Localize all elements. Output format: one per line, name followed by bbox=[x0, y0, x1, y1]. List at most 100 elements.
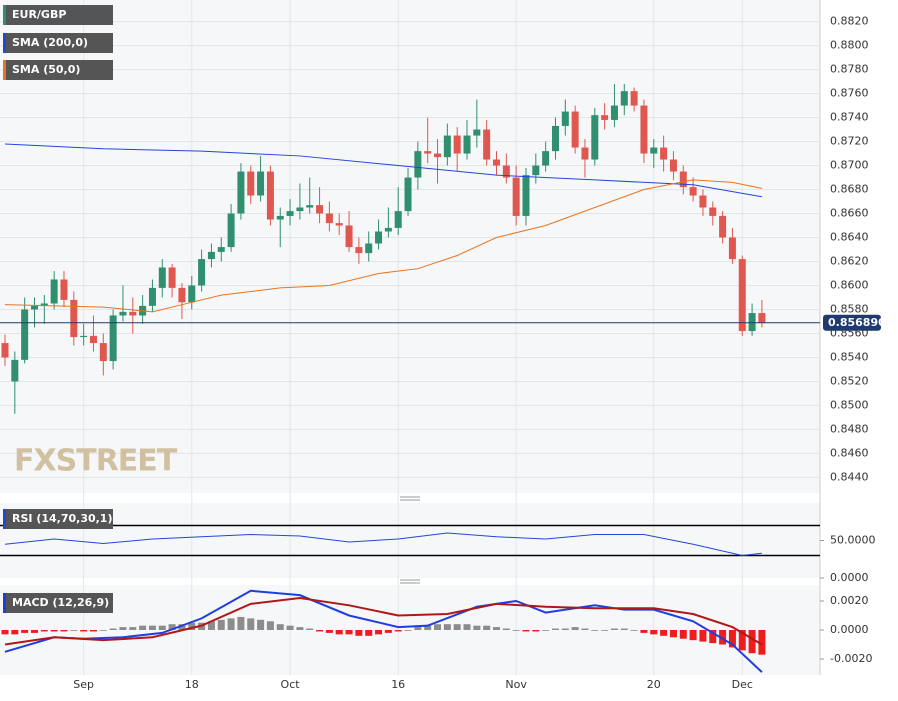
histogram-bar bbox=[542, 630, 550, 631]
histogram-bar bbox=[738, 630, 746, 651]
x-tick-label: Oct bbox=[281, 678, 301, 691]
candle-body bbox=[1, 343, 9, 358]
candle-body bbox=[286, 211, 294, 216]
y-tick-label: 0.8600 bbox=[830, 278, 869, 291]
candle-body bbox=[70, 299, 78, 338]
y-tick-label: 50.0000 bbox=[830, 534, 876, 547]
candle-body bbox=[601, 115, 609, 120]
candle-body bbox=[502, 165, 510, 178]
candle-body bbox=[463, 135, 471, 154]
y-tick-label: 0.8800 bbox=[830, 39, 869, 52]
candle-body bbox=[748, 313, 756, 332]
histogram-bar bbox=[493, 627, 500, 630]
candle-body bbox=[60, 279, 68, 300]
histogram-bar bbox=[581, 628, 589, 630]
candle-body bbox=[483, 129, 491, 160]
histogram-bar bbox=[11, 630, 19, 635]
candle-body bbox=[375, 231, 383, 244]
candle-body bbox=[40, 303, 48, 306]
histogram-bar bbox=[316, 630, 324, 632]
y-tick-label: 0.8760 bbox=[830, 87, 869, 100]
candle-body bbox=[443, 135, 451, 158]
legend-box bbox=[3, 60, 113, 80]
candle-body bbox=[709, 207, 717, 216]
line bbox=[4, 179, 763, 313]
legend-label: EUR/GBP bbox=[12, 8, 66, 21]
candle-body bbox=[365, 243, 373, 254]
y-tick-label: 0.8640 bbox=[830, 231, 869, 244]
candle-body bbox=[738, 259, 746, 332]
histogram-bar bbox=[247, 618, 255, 630]
candle-body bbox=[335, 223, 343, 226]
candle-body bbox=[434, 153, 442, 158]
histogram-bar bbox=[119, 627, 127, 630]
histogram-bar bbox=[178, 624, 186, 630]
histogram-bar bbox=[207, 621, 215, 630]
histogram-bar bbox=[748, 630, 756, 654]
histogram-bar bbox=[1, 630, 9, 635]
candle-body bbox=[89, 335, 97, 344]
candle-body bbox=[178, 287, 186, 303]
x-tick-label: Nov bbox=[505, 678, 527, 691]
y-tick-label: 0.8460 bbox=[830, 446, 869, 459]
histogram-bar bbox=[70, 630, 78, 631]
histogram-bar bbox=[237, 616, 245, 630]
y-tick-label: 0.0000 bbox=[830, 571, 869, 584]
x-tick-label: Dec bbox=[732, 678, 753, 691]
histogram-bar bbox=[512, 630, 520, 631]
candle-body bbox=[237, 171, 245, 214]
candle-body bbox=[640, 105, 648, 154]
last-price-label: 0.856890 bbox=[828, 316, 886, 329]
legend-swatch bbox=[3, 33, 6, 53]
candle-body bbox=[355, 247, 363, 254]
candle-body bbox=[453, 135, 461, 154]
rsi-panel bbox=[0, 503, 820, 578]
candle-body bbox=[119, 311, 127, 316]
main-panel bbox=[0, 0, 820, 493]
histogram-bar bbox=[306, 628, 314, 630]
histogram-bar bbox=[21, 630, 29, 633]
candle-body bbox=[404, 177, 412, 212]
histogram-bar bbox=[551, 628, 559, 630]
histogram-bar bbox=[375, 630, 383, 635]
histogram-bar bbox=[325, 630, 333, 633]
candle-body bbox=[296, 207, 304, 212]
last-price-box bbox=[823, 314, 881, 331]
histogram-bar bbox=[728, 630, 736, 648]
histogram-bar bbox=[601, 630, 609, 631]
legend-swatch bbox=[3, 593, 6, 613]
histogram-bar bbox=[227, 618, 235, 630]
candle-body bbox=[198, 259, 206, 286]
candle-body bbox=[758, 313, 766, 323]
candle-body bbox=[522, 175, 530, 216]
candle-body bbox=[227, 213, 235, 248]
histogram-bar bbox=[266, 621, 274, 630]
histogram-bar bbox=[139, 625, 147, 630]
histogram-bar bbox=[561, 628, 569, 630]
histogram-bar bbox=[129, 627, 137, 630]
candle-body bbox=[325, 213, 333, 224]
candle-body bbox=[306, 205, 314, 208]
candle-body bbox=[21, 309, 29, 360]
legend-label: SMA (200,0) bbox=[12, 36, 88, 49]
candle-body bbox=[669, 159, 677, 172]
y-tick-label: 0.8740 bbox=[830, 111, 869, 124]
line bbox=[4, 532, 762, 557]
histogram-bar bbox=[148, 625, 156, 630]
y-tick-label: -0.0020 bbox=[830, 652, 872, 665]
candle-body bbox=[247, 171, 255, 196]
histogram-bar bbox=[610, 628, 618, 630]
candle-body bbox=[512, 177, 520, 216]
candle-body bbox=[424, 151, 432, 154]
candle-body bbox=[591, 115, 599, 160]
y-tick-label: 0.8520 bbox=[830, 374, 869, 387]
histogram-bar bbox=[355, 630, 363, 636]
candle-body bbox=[542, 151, 550, 166]
candle-body bbox=[148, 287, 156, 306]
candle-body bbox=[679, 171, 687, 188]
candle-body bbox=[50, 279, 58, 304]
histogram-bar bbox=[60, 630, 68, 632]
y-tick-label: 0.0020 bbox=[830, 594, 869, 607]
candle-body bbox=[610, 105, 618, 120]
